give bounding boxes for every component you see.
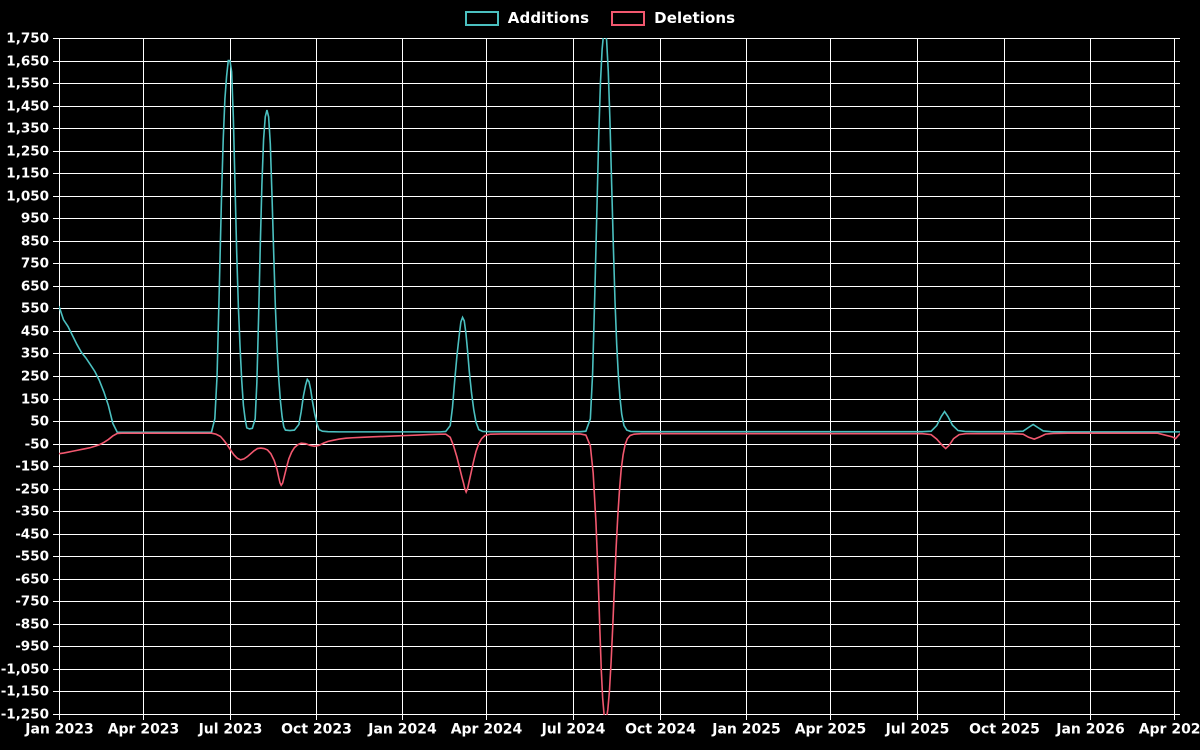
- y-tick-label: -550: [15, 549, 49, 565]
- y-tick-label: 1,050: [6, 189, 49, 205]
- y-tick-label: -1,150: [1, 684, 49, 700]
- y-tick-label: 1,150: [6, 166, 49, 182]
- legend-label-additions: Additions: [507, 8, 590, 27]
- y-tick-label: 350: [21, 346, 49, 362]
- x-axis-labels: Jan 2023 Apr 2023 Jul 2023 Oct 2023 Jan 2024…: [24, 722, 1200, 738]
- legend-swatch-additions: [464, 10, 499, 26]
- x-tick-label: Apr 2026: [1139, 722, 1200, 738]
- x-tick-label: Jul 2024: [541, 722, 606, 738]
- y-axis-labels: 1,750 1,650 1,550 1,450 1,350 1,250 1,150 1,050…: [1, 31, 49, 723]
- gridlines: [59, 38, 1180, 715]
- y-tick-label: 550: [21, 301, 49, 317]
- x-tick-label: Jan 2024: [367, 722, 437, 738]
- legend-label-deletions: Deletions: [654, 8, 736, 27]
- y-tick-label: -750: [15, 594, 49, 610]
- series-line-additions: [59, 38, 1180, 434]
- x-tick-label: Apr 2024: [451, 722, 523, 738]
- x-tick-label: Oct 2025: [969, 722, 1040, 738]
- chart-legend: Additions Deletions: [0, 0, 1200, 36]
- y-tick-label: -150: [15, 459, 49, 475]
- x-tick-label: Jan 2023: [24, 722, 93, 738]
- y-tick-label: 850: [21, 234, 49, 250]
- tickmarks: [53, 38, 1180, 720]
- x-tick-label: Jul 2023: [198, 722, 263, 738]
- legend-item-deletions[interactable]: Deletions: [611, 8, 736, 27]
- y-tick-label: -850: [15, 617, 49, 633]
- y-tick-label: 1,250: [6, 144, 49, 160]
- y-tick-label: -1,250: [1, 707, 49, 723]
- x-tick-label: Apr 2023: [108, 722, 180, 738]
- y-tick-label: 950: [21, 211, 49, 227]
- series-line-deletions: [59, 432, 1180, 715]
- legend-swatch-deletions: [611, 10, 646, 26]
- y-tick-label: 1,650: [6, 54, 49, 70]
- y-tick-label: -250: [15, 482, 49, 498]
- y-tick-label: 1,750: [6, 31, 49, 47]
- y-tick-label: 450: [21, 324, 49, 340]
- y-tick-label: 1,350: [6, 121, 49, 137]
- x-tick-label: Apr 2025: [795, 722, 867, 738]
- y-tick-label: 50: [30, 414, 49, 430]
- y-tick-label: 1,450: [6, 99, 49, 115]
- y-tick-label: 150: [21, 392, 49, 408]
- y-tick-label: 1,550: [6, 76, 49, 92]
- x-tick-label: Jul 2025: [885, 722, 950, 738]
- x-tick-label: Jan 2026: [1055, 722, 1124, 738]
- y-tick-label: -950: [15, 639, 49, 655]
- y-tick-label: -1,050: [1, 662, 49, 678]
- y-tick-label: -650: [15, 572, 49, 588]
- x-tick-label: Jan 2025: [711, 722, 780, 738]
- y-tick-label: 650: [21, 279, 49, 295]
- y-tick-label: -50: [25, 437, 49, 453]
- x-tick-label: Oct 2024: [625, 722, 696, 738]
- y-tick-label: -350: [15, 504, 49, 520]
- legend-item-additions[interactable]: Additions: [464, 8, 590, 27]
- y-tick-label: 250: [21, 369, 49, 385]
- y-tick-label: -450: [15, 527, 49, 543]
- data-series: [59, 38, 1180, 715]
- y-tick-label: 750: [21, 256, 49, 272]
- x-tick-label: Oct 2023: [281, 722, 352, 738]
